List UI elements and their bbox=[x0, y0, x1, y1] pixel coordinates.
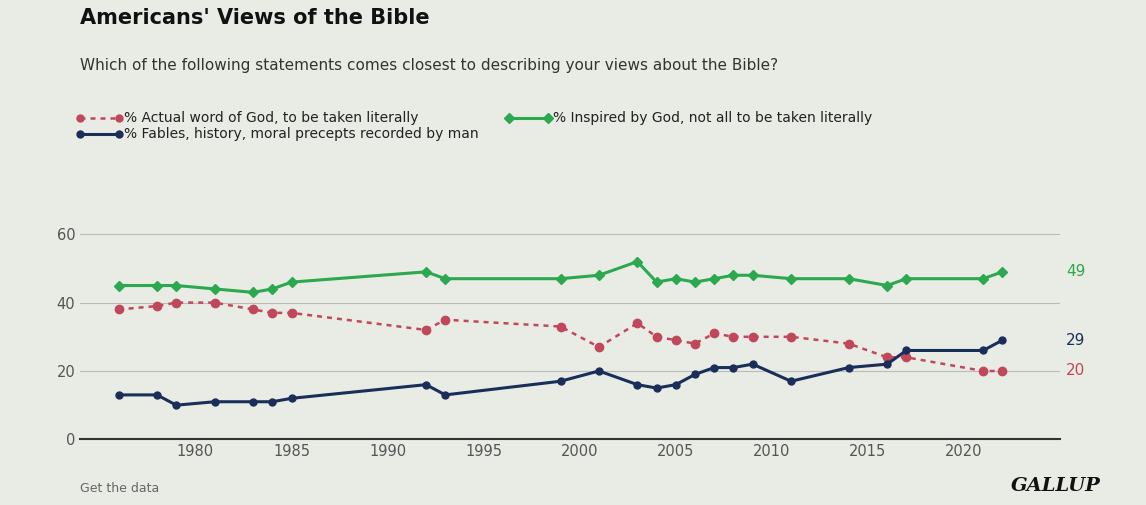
Text: Which of the following statements comes closest to describing your views about t: Which of the following statements comes … bbox=[80, 58, 778, 73]
Text: Americans' Views of the Bible: Americans' Views of the Bible bbox=[80, 8, 430, 28]
Text: % Actual word of God, to be taken literally: % Actual word of God, to be taken litera… bbox=[124, 111, 418, 125]
Text: Get the data: Get the data bbox=[80, 482, 159, 495]
Text: 20: 20 bbox=[1066, 364, 1085, 378]
Text: 49: 49 bbox=[1066, 264, 1085, 279]
Text: % Fables, history, moral precepts recorded by man: % Fables, history, moral precepts record… bbox=[124, 127, 479, 140]
Text: % Inspired by God, not all to be taken literally: % Inspired by God, not all to be taken l… bbox=[552, 111, 872, 125]
Text: 29: 29 bbox=[1066, 333, 1085, 348]
Text: GALLUP: GALLUP bbox=[1011, 477, 1100, 495]
